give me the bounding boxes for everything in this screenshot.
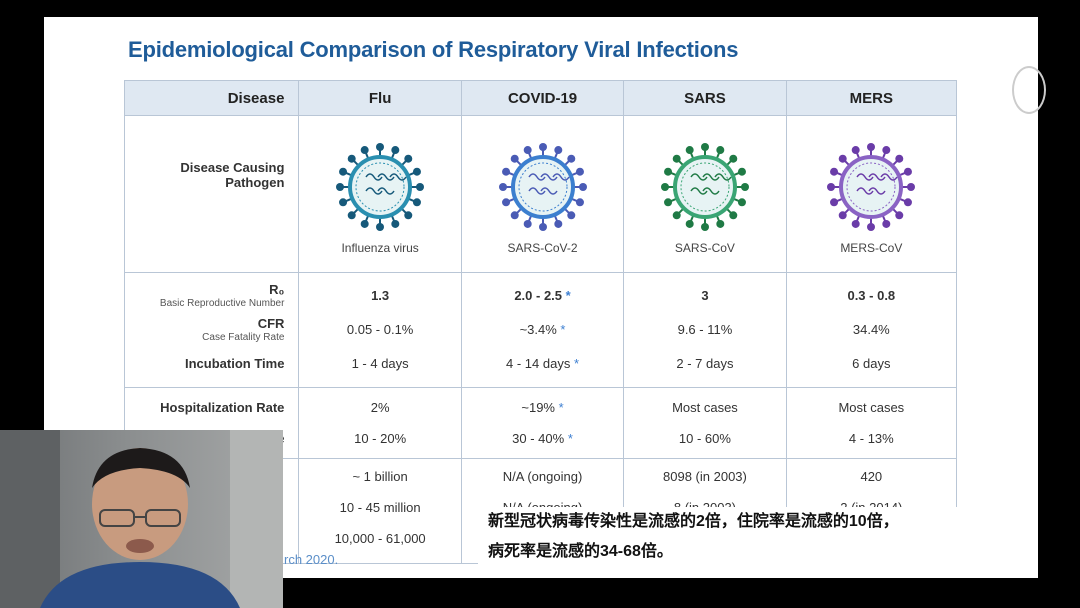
- influenza-virus-icon: [336, 143, 425, 231]
- virus-caption: SARS-CoV: [674, 241, 735, 255]
- presentation-slide: Epidemiological Comparison of Respirator…: [44, 17, 1038, 578]
- video-subtitle: 新型冠状病毒传染性是流感的2倍，住院率是流感的10倍， 病死率是流感的34-68…: [478, 507, 988, 577]
- sars-cov-virus-icon: [660, 143, 749, 231]
- header-disease: Disease: [123, 80, 300, 116]
- virus-cell-covid19: SARS-CoV-2: [460, 115, 625, 273]
- virus-cell-mers: MERS-CoV: [785, 115, 958, 273]
- virus-caption: Influenza virus: [341, 241, 419, 255]
- hosp-mers: Most cases 4 - 13%: [785, 387, 958, 459]
- circle-overlay-icon: [1012, 66, 1046, 114]
- virus-cell-flu: Influenza virus: [298, 115, 462, 273]
- webcam-feed: [0, 430, 283, 608]
- metrics-row: R₀ Basic Reproductive Number CFR Case Fata…: [123, 272, 958, 388]
- hosp-sars: Most cases 10 - 60%: [623, 387, 787, 459]
- header-sars: SARS: [623, 80, 787, 116]
- pathogen-label: Disease Causing Pathogen: [123, 115, 300, 273]
- metrics-covid19: 2.0 - 2.5 * ~3.4% * 4 - 14 days *: [460, 272, 625, 388]
- metrics-sars: 3 9.6 - 11% 2 - 7 days: [623, 272, 787, 388]
- pathogen-row: Disease Causing Pathogen Influenza virus …: [123, 115, 958, 273]
- burden-flu: ~ 1 billion 10 - 45 million 10,000 - 61,00…: [298, 458, 462, 564]
- virus-cell-sars: SARS-CoV: [623, 115, 787, 273]
- metrics-flu: 1.3 0.05 - 0.1% 1 - 4 days: [298, 272, 462, 388]
- virus-caption: MERS-CoV: [840, 241, 903, 255]
- comparison-table: Disease Flu COVID-19 SARS MERS Disease C…: [123, 80, 958, 564]
- hosp-covid19: ~19% * 30 - 40% *: [460, 387, 625, 459]
- table-header-row: Disease Flu COVID-19 SARS MERS: [123, 80, 958, 116]
- presenter-video-icon: [0, 430, 283, 608]
- source-footnote: rch 2020.: [284, 552, 339, 567]
- header-flu: Flu: [298, 80, 462, 116]
- slide-title: Epidemiological Comparison of Respirator…: [128, 37, 739, 62]
- mers-cov-virus-icon: [827, 143, 916, 231]
- metrics-mers: 0.3 - 0.8 34.4% 6 days: [785, 272, 958, 388]
- header-mers: MERS: [785, 80, 958, 116]
- subtitle-line-2: 病死率是流感的34-68倍。: [488, 543, 673, 560]
- metrics-labels: R₀ Basic Reproductive Number CFR Case Fata…: [123, 272, 300, 388]
- subtitle-line-1: 新型冠状病毒传染性是流感的2倍，住院率是流感的10倍，: [488, 513, 899, 530]
- sars-cov-2-virus-icon: [498, 143, 587, 231]
- header-covid19: COVID-19: [460, 80, 625, 116]
- hosp-flu: 2% 10 - 20%: [298, 387, 462, 459]
- virus-caption: SARS-CoV-2: [507, 241, 578, 255]
